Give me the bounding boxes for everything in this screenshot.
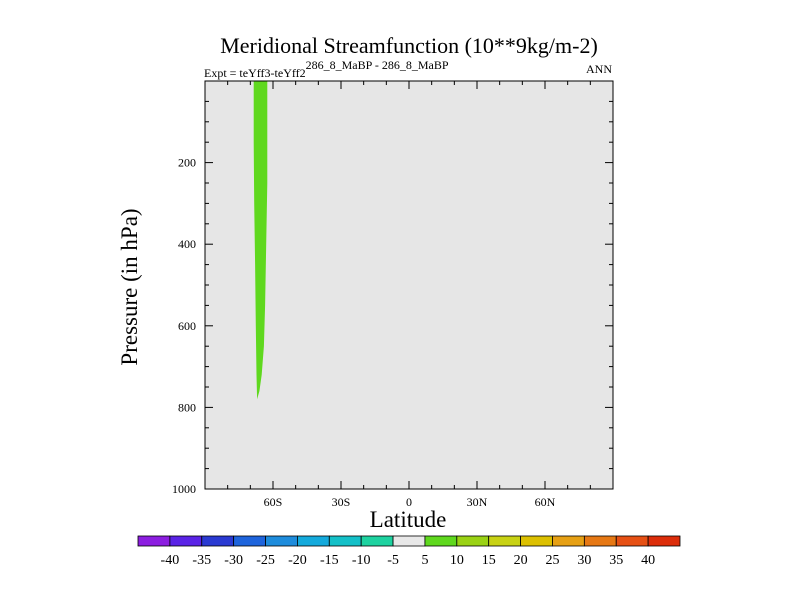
x-tick-label: 0 bbox=[406, 495, 412, 509]
left-subtitle-prefix: Expt = teYff3-teYff2 bbox=[204, 66, 306, 80]
y-tick-label: 200 bbox=[178, 156, 196, 170]
colorbar-label: 30 bbox=[577, 553, 591, 568]
colorbar-label: 15 bbox=[482, 553, 496, 568]
left-subtitle-superscript: 286_8_MaBP - 286_8_MaBP bbox=[306, 58, 449, 72]
colorbar-swatch bbox=[647, 535, 681, 547]
colorbar-label: -15 bbox=[320, 553, 339, 568]
x-tick-label: 30S bbox=[332, 495, 351, 509]
colorbar-swatch bbox=[552, 535, 585, 547]
colorbar-swatch bbox=[456, 535, 490, 547]
colorbar-swatch bbox=[583, 535, 617, 547]
chart-title: Meridional Streamfunction (10**9kg/m-2) bbox=[220, 33, 598, 58]
colorbar-swatch bbox=[615, 535, 649, 547]
left-subtitle: Expt = teYff3-teYff2286_8_MaBP - 286_8_M… bbox=[204, 58, 449, 80]
y-axis-label: Pressure (in hPa) bbox=[117, 208, 142, 365]
colorbar-swatch bbox=[424, 535, 458, 547]
y-tick-label: 400 bbox=[178, 237, 196, 251]
colorbar-label: -10 bbox=[352, 553, 371, 568]
colorbar-label: 5 bbox=[421, 553, 428, 568]
plot-background bbox=[205, 81, 613, 489]
x-axis-label: Latitude bbox=[370, 507, 447, 532]
colorbar-swatch bbox=[265, 535, 298, 547]
colorbar-label: -20 bbox=[288, 553, 307, 568]
colorbar-label: -5 bbox=[387, 553, 399, 568]
filled-contour-region bbox=[253, 81, 268, 400]
colorbar-swatch bbox=[488, 535, 521, 547]
colorbar-swatch bbox=[233, 535, 266, 547]
colorbar-swatch bbox=[392, 535, 426, 547]
colorbar-label: 25 bbox=[545, 553, 559, 568]
colorbar-swatch bbox=[169, 535, 203, 547]
colorbar-swatch bbox=[328, 535, 362, 547]
colorbar-label: -25 bbox=[256, 553, 275, 568]
colorbar-swatch bbox=[520, 535, 553, 547]
y-axis: 200 400 600 800 1000 bbox=[172, 100, 613, 496]
x-tick-label: 60S bbox=[264, 495, 283, 509]
x-tick-label: 30N bbox=[467, 495, 488, 509]
y-tick-label: 600 bbox=[178, 319, 196, 333]
colorbar-label: 20 bbox=[514, 553, 528, 568]
right-subtitle: ANN bbox=[586, 62, 612, 76]
colorbar-swatch bbox=[360, 535, 394, 547]
y-tick-label: 800 bbox=[178, 400, 196, 414]
colorbar-label: 40 bbox=[641, 553, 655, 568]
x-tick-label: 60N bbox=[535, 495, 556, 509]
plot-area bbox=[204, 80, 614, 490]
y-tick-label: 1000 bbox=[172, 482, 196, 496]
colorbar: -40 -35 -30 -25 -20 -15 -10 -5 5 10 15 20 25 30 35 40 bbox=[137, 535, 681, 568]
colorbar-swatch bbox=[137, 535, 171, 547]
x-axis: 60S 30S 0 30N 60N bbox=[227, 81, 591, 509]
colorbar-swatch bbox=[297, 535, 330, 547]
colorbar-swatch bbox=[201, 535, 235, 547]
colorbar-label: 10 bbox=[450, 553, 464, 568]
colorbar-label: -30 bbox=[224, 553, 243, 568]
colorbar-label: -40 bbox=[161, 553, 180, 568]
colorbar-label: 35 bbox=[609, 553, 623, 568]
colorbar-label: -35 bbox=[192, 553, 211, 568]
